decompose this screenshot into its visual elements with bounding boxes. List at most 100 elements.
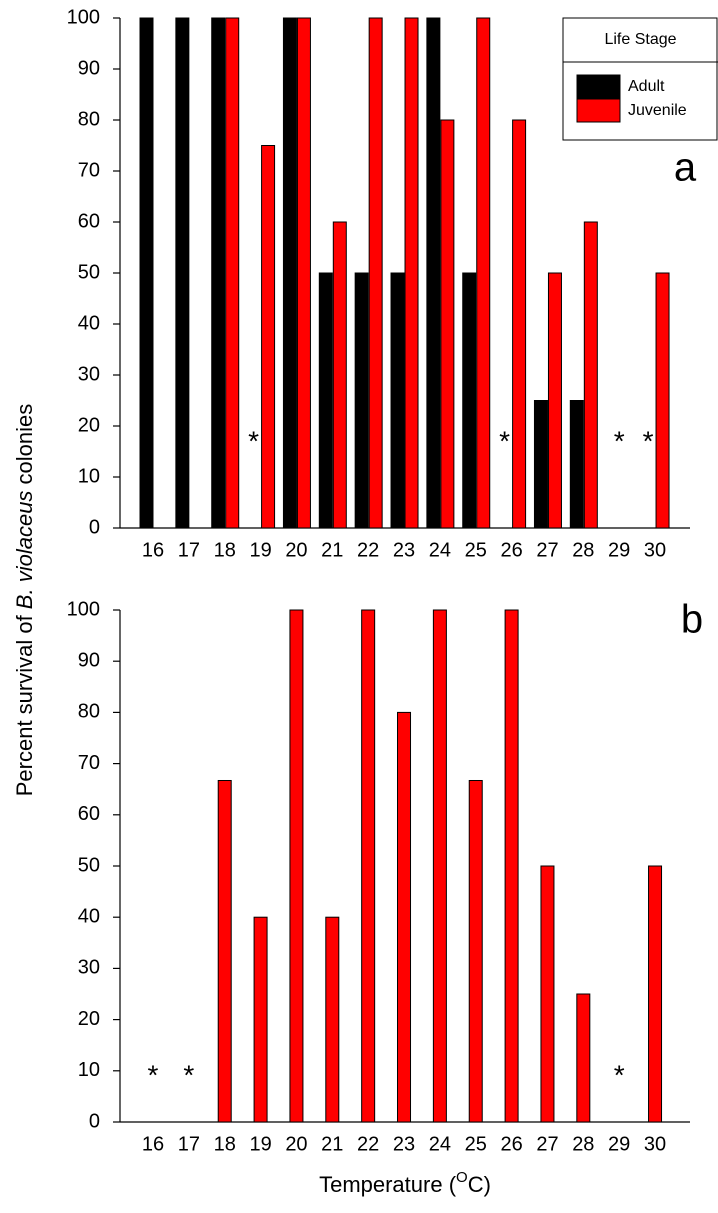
x-tick-label: 22 xyxy=(357,1133,379,1155)
x-tick-label: 22 xyxy=(357,539,379,561)
y-tick-label: 100 xyxy=(67,598,100,620)
legend-title: Life Stage xyxy=(604,31,676,48)
no-data-asterisk: * xyxy=(614,1059,625,1090)
bar xyxy=(648,865,663,1123)
legend-swatch xyxy=(576,74,621,99)
bar xyxy=(462,272,477,529)
bar xyxy=(354,272,369,529)
bar xyxy=(476,17,491,529)
x-tick-label: 21 xyxy=(321,1133,343,1155)
x-tick-label: 17 xyxy=(178,539,200,561)
bar xyxy=(318,272,333,529)
bar xyxy=(361,609,376,1123)
no-data-asterisk: * xyxy=(248,425,259,456)
legend-label: Juvenile xyxy=(628,102,687,119)
bar xyxy=(282,17,297,529)
x-tick-label: 28 xyxy=(572,1133,594,1155)
y-tick-label: 10 xyxy=(78,465,100,487)
y-tick-label: 70 xyxy=(78,752,100,774)
legend-swatch xyxy=(576,98,621,123)
x-tick-label: 20 xyxy=(285,539,307,561)
bar xyxy=(397,711,412,1123)
panel-label: b xyxy=(681,598,703,642)
bar xyxy=(325,916,340,1123)
y-tick-label: 90 xyxy=(78,649,100,671)
no-data-asterisk: * xyxy=(614,425,625,456)
bar xyxy=(533,400,548,529)
y-tick-label: 70 xyxy=(78,159,100,181)
x-tick-label: 18 xyxy=(214,539,236,561)
x-tick-label: 26 xyxy=(500,539,522,561)
bar xyxy=(175,17,190,529)
y-axis-title-part: colonies xyxy=(12,404,37,491)
y-axis-title-part: B. violaceus xyxy=(12,491,37,610)
y-tick-label: 30 xyxy=(78,957,100,979)
x-tick-label: 24 xyxy=(429,539,451,561)
x-tick-label: 19 xyxy=(249,539,271,561)
x-axis-title-part: Temperature ( xyxy=(319,1172,457,1197)
bar xyxy=(332,221,347,529)
bar xyxy=(468,779,483,1123)
x-tick-label: 16 xyxy=(142,539,164,561)
y-tick-label: 60 xyxy=(78,803,100,825)
y-axis-title: Percent survival of B. violaceus colonie… xyxy=(12,404,37,797)
x-tick-label: 27 xyxy=(536,539,558,561)
y-tick-label: 50 xyxy=(78,261,100,283)
y-axis-title-part: Percent survival of xyxy=(12,609,37,796)
panel-label: a xyxy=(674,146,697,190)
bar xyxy=(655,272,670,529)
bar xyxy=(569,400,584,529)
x-axis-title-part: O xyxy=(456,1169,468,1186)
bar xyxy=(440,119,455,529)
no-data-asterisk: * xyxy=(148,1059,159,1090)
x-tick-label: 27 xyxy=(536,1133,558,1155)
x-tick-label: 28 xyxy=(572,539,594,561)
x-tick-label: 25 xyxy=(465,1133,487,1155)
bar xyxy=(432,609,447,1123)
no-data-asterisk: * xyxy=(499,425,510,456)
x-tick-label: 23 xyxy=(393,1133,415,1155)
x-tick-label: 30 xyxy=(644,539,666,561)
y-tick-label: 10 xyxy=(78,1059,100,1081)
no-data-asterisk: * xyxy=(643,425,654,456)
y-tick-label: 0 xyxy=(89,1110,100,1132)
x-tick-label: 20 xyxy=(285,1133,307,1155)
y-tick-label: 60 xyxy=(78,210,100,232)
bar xyxy=(404,17,419,529)
y-tick-label: 40 xyxy=(78,312,100,334)
x-axis-title: Temperature (OC) xyxy=(319,1169,491,1197)
x-tick-label: 16 xyxy=(142,1133,164,1155)
legend-label: Adult xyxy=(628,78,665,95)
x-tick-label: 29 xyxy=(608,1133,630,1155)
bar xyxy=(261,145,276,529)
x-tick-label: 19 xyxy=(249,1133,271,1155)
bar xyxy=(289,609,304,1123)
bar xyxy=(390,272,405,529)
y-tick-label: 30 xyxy=(78,363,100,385)
bar xyxy=(296,17,311,529)
x-tick-label: 23 xyxy=(393,539,415,561)
y-tick-label: 20 xyxy=(78,1008,100,1030)
x-tick-label: 18 xyxy=(214,1133,236,1155)
x-tick-label: 24 xyxy=(429,1133,451,1155)
x-tick-label: 26 xyxy=(500,1133,522,1155)
bar xyxy=(139,17,154,529)
y-tick-label: 0 xyxy=(89,516,100,538)
x-axis-title-part: C) xyxy=(468,1172,491,1197)
y-tick-label: 90 xyxy=(78,57,100,79)
y-tick-label: 100 xyxy=(67,6,100,28)
x-tick-label: 21 xyxy=(321,539,343,561)
bar xyxy=(253,916,268,1123)
y-tick-label: 40 xyxy=(78,905,100,927)
bar xyxy=(368,17,383,529)
x-tick-label: 25 xyxy=(465,539,487,561)
y-tick-label: 20 xyxy=(78,414,100,436)
bar xyxy=(540,865,555,1123)
y-tick-label: 50 xyxy=(78,854,100,876)
bar xyxy=(217,779,232,1123)
bar xyxy=(504,609,519,1123)
y-tick-label: 80 xyxy=(78,108,100,130)
bar xyxy=(225,17,240,529)
y-tick-label: 80 xyxy=(78,701,100,723)
